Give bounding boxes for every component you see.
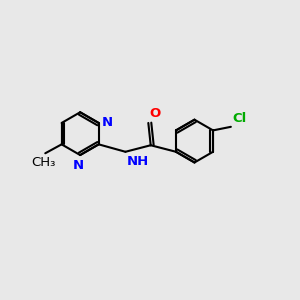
Text: Cl: Cl xyxy=(232,112,247,125)
Text: N: N xyxy=(102,116,113,129)
Text: CH₃: CH₃ xyxy=(32,156,56,169)
Text: N: N xyxy=(73,159,84,172)
Text: O: O xyxy=(150,107,161,120)
Text: NH: NH xyxy=(127,155,149,168)
